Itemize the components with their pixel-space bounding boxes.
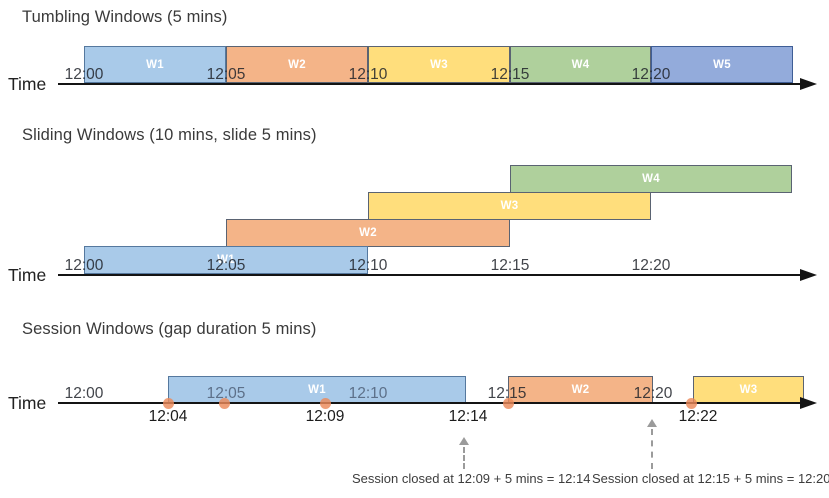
sliding-tick-1205: 12:05 bbox=[206, 257, 246, 274]
window-label: W3 bbox=[430, 58, 448, 71]
tumbling-window-w1: W1 bbox=[84, 46, 226, 83]
annotation-arrow-line bbox=[463, 447, 465, 469]
tumbling-tick-1215: 12:15 bbox=[490, 66, 530, 83]
sliding-tick-1220: 12:20 bbox=[631, 257, 671, 274]
event-label-1204: 12:04 bbox=[148, 408, 188, 425]
event-dot-1209 bbox=[319, 397, 331, 409]
session-tick-1215: 12:15 bbox=[487, 385, 527, 402]
sliding-tick-1215: 12:15 bbox=[490, 257, 530, 274]
event-label-1222: 12:22 bbox=[678, 408, 718, 425]
tumbling-window-w5: W5 bbox=[651, 46, 793, 83]
sliding-window-w2: W2 bbox=[226, 219, 510, 247]
sliding-window-w3: W3 bbox=[368, 192, 651, 220]
tumbling-window-w4: W4 bbox=[510, 46, 651, 83]
tumbling-tick-1220: 12:20 bbox=[631, 66, 671, 83]
tumbling-axis-arrowhead-icon bbox=[800, 77, 817, 90]
tumbling-tick-1205: 12:05 bbox=[206, 66, 246, 83]
annotation-arrow-line bbox=[651, 429, 653, 469]
session-window-w3: W3 bbox=[693, 376, 804, 403]
event-label-1214: 12:14 bbox=[448, 408, 488, 425]
annotation-arrow-up-icon bbox=[459, 437, 469, 445]
event-dot-1204 bbox=[162, 397, 174, 409]
tumbling-tick-1200: 12:00 bbox=[64, 66, 104, 83]
session-axis-arrowhead-icon bbox=[800, 396, 817, 409]
session-close-note-2: Session closed at 12:15 + 5 mins = 12:20 bbox=[592, 471, 829, 486]
window-label: W3 bbox=[739, 383, 758, 396]
event-dot-1215 bbox=[502, 397, 514, 409]
session-tick-1220: 12:20 bbox=[633, 385, 673, 402]
sliding-time-axis-label: Time bbox=[8, 265, 47, 285]
sliding-tick-1200: 12:00 bbox=[64, 257, 104, 274]
tumbling-time-axis-label: Time bbox=[8, 74, 47, 94]
tumbling-window-w3: W3 bbox=[368, 46, 510, 83]
sliding-window-w4: W4 bbox=[510, 165, 792, 193]
session-close-note-1: Session closed at 12:09 + 5 mins = 12:14 bbox=[352, 471, 591, 486]
event-dot-1222 bbox=[685, 397, 697, 409]
window-label: W4 bbox=[642, 173, 660, 185]
session-tick-1205: 12:05 bbox=[206, 385, 246, 402]
sliding-time-axis bbox=[58, 274, 806, 276]
session-section-title: Session Windows (gap duration 5 mins) bbox=[22, 320, 317, 338]
window-label: W3 bbox=[500, 200, 519, 212]
window-label: W2 bbox=[288, 58, 306, 71]
event-label-1209: 12:09 bbox=[305, 408, 345, 425]
sliding-window-w1: W1 bbox=[84, 246, 368, 274]
tumbling-window-w2: W2 bbox=[226, 46, 368, 83]
window-label: W4 bbox=[571, 58, 590, 71]
session-time-axis bbox=[58, 402, 806, 404]
sliding-axis-arrowhead-icon bbox=[800, 268, 817, 281]
window-label: W1 bbox=[146, 58, 164, 71]
session-tick-1200: 12:00 bbox=[64, 385, 104, 402]
tumbling-time-axis bbox=[58, 83, 806, 85]
annotation-arrow-up-icon bbox=[647, 419, 657, 427]
tumbling-section-title: Tumbling Windows (5 mins) bbox=[22, 8, 228, 26]
window-label: W5 bbox=[713, 58, 731, 71]
window-label: W1 bbox=[217, 254, 235, 266]
event-dot-1205 bbox=[218, 397, 230, 409]
window-label: W1 bbox=[308, 383, 326, 396]
session-time-axis-label: Time bbox=[8, 393, 47, 413]
tumbling-tick-1210: 12:10 bbox=[348, 66, 388, 83]
sliding-section-title: Sliding Windows (10 mins, slide 5 mins) bbox=[22, 126, 317, 144]
sliding-tick-1210: 12:10 bbox=[348, 257, 388, 274]
window-label: W2 bbox=[571, 383, 590, 396]
window-label: W2 bbox=[359, 227, 377, 239]
session-window-w1: W1 bbox=[168, 376, 466, 403]
session-tick-1210: 12:10 bbox=[348, 385, 388, 402]
